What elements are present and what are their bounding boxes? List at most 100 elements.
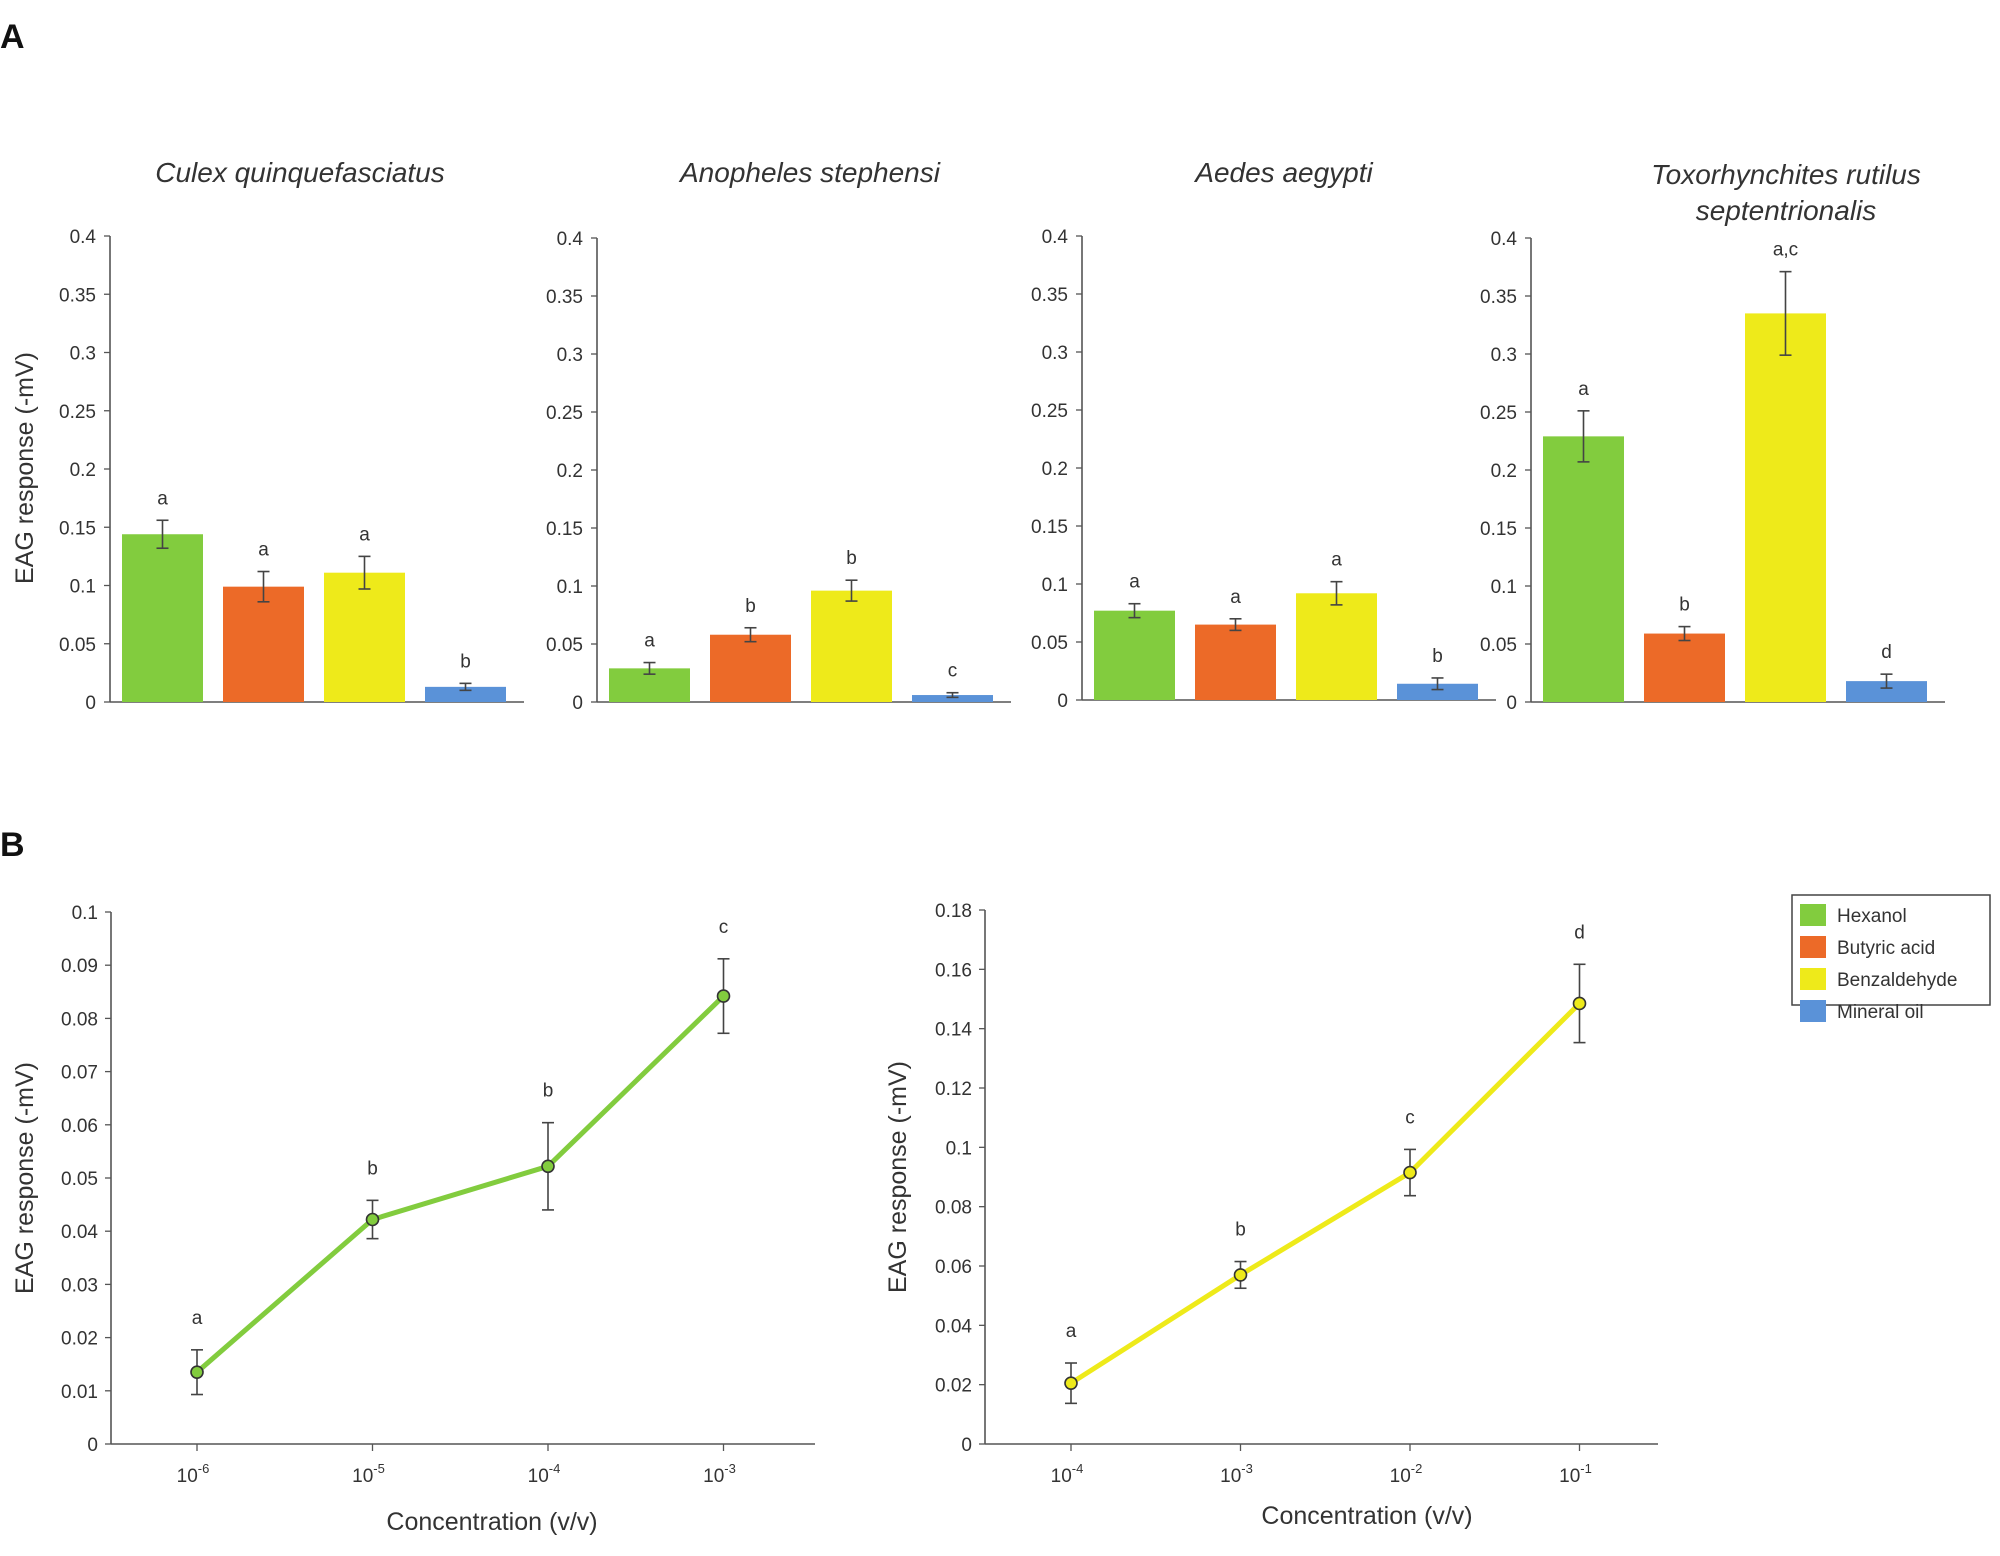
data-point [365,1212,380,1227]
y-tick-label: 0.4 [1491,229,1518,250]
significance-letter: b [745,596,756,617]
bar-butyric-acid [710,634,791,702]
x-tick-label: 10-4 [1051,1461,1084,1487]
x-tick-base: 10 [1390,1466,1411,1487]
y-tick-label: 0.05 [59,635,96,656]
significance-letter: b [1432,646,1443,667]
y-tick-label: 0.05 [546,635,583,656]
significance-letter: a,c [1773,240,1798,261]
y-tick-label: 0.06 [935,1257,972,1278]
legend-swatch [1800,1000,1826,1022]
panel-letter-a: A [0,18,25,56]
y-tick-label: 0.25 [1031,401,1068,422]
x-tick-exponent: -4 [1072,1461,1084,1476]
x-tick-label: 10-1 [1559,1461,1592,1487]
significance-letter: a [1066,1321,1077,1342]
y-tick-label: 0.04 [61,1222,98,1243]
series-line [1069,1001,1582,1386]
significance-letter: d [1574,922,1585,943]
y-tick-label: 0.1 [1491,577,1517,598]
significance-letter: c [1405,1107,1415,1128]
bar-chart-toxorhynchites: Toxorhynchites rutilus septentrionalis 0 0.… [1480,159,1945,714]
y-tick-label: 0.2 [1491,461,1517,482]
significance-letter: b [1235,1220,1246,1241]
y-tick-label: 0.35 [59,285,96,306]
y-tick-label: 0.35 [1031,285,1068,306]
y-tick-label: 0.4 [1042,227,1069,248]
bar-mineral-oil [1846,681,1927,702]
significance-letter: c [948,661,958,682]
bar-hexanol [1094,610,1175,700]
chart-title: Anopheles stephensi [678,157,941,188]
y-tick-label: 0.05 [1480,635,1517,656]
chart-title: Aedes aegypti [1193,157,1373,188]
x-tick-exponent: -3 [1241,1461,1253,1476]
y-tick-label: 0.25 [59,402,96,423]
significance-letter: a [1129,572,1140,593]
y-tick-label: 0.06 [61,1116,98,1137]
bar-chart-anopheles: Anopheles stephensi 0 0.05 0.1 0.15 0.2 0.25 0.… [546,157,1011,714]
y-tick-label: 0.35 [546,287,583,308]
bar-mineral-oil [425,686,506,702]
x-tick-exponent: -1 [1580,1461,1592,1476]
y-tick-label: 0.3 [70,344,96,365]
y-tick-label: 0.09 [61,956,98,977]
series-line [195,994,726,1375]
y-axis-label: EAG response (-mV) [11,352,39,584]
y-tick-label: 0.16 [935,960,972,981]
y-tick-label: 0 [1057,691,1068,712]
y-tick-label: 0 [87,1435,98,1456]
y-tick-label: 0.15 [546,519,583,540]
y-tick-label: 0.02 [61,1329,98,1350]
y-tick-label: 0.08 [61,1009,98,1030]
x-tick-exponent: -6 [198,1461,210,1476]
x-tick-label: 10-3 [1220,1461,1253,1487]
y-tick-label: 0.15 [1031,517,1068,538]
significance-letter: a [1331,550,1342,571]
data-point [1233,1268,1248,1282]
data-point [190,1365,204,1379]
chart-title: Toxorhynchites rutilus [1651,159,1921,190]
data-point [1572,996,1587,1011]
y-axis-label: EAG response (-mV) [11,1062,39,1294]
y-tick-label: 0.1 [946,1138,972,1159]
y-tick-label: 0.08 [935,1198,972,1219]
x-tick-exponent: -4 [549,1461,561,1476]
significance-letter: c [719,917,729,938]
x-tick-label: 10-2 [1390,1461,1423,1487]
y-tick-label: 0.25 [546,403,583,424]
y-tick-label: 0.25 [1480,403,1517,424]
x-tick-base: 10 [703,1466,724,1487]
chart-title: septentrionalis [1696,195,1877,226]
y-tick-label: 0.4 [557,229,584,250]
panel-letter-b: B [0,826,25,864]
x-tick-label: 10-5 [352,1461,385,1487]
bar-benzaldehyde [1296,593,1377,700]
chart-title: Culex quinquefasciatus [155,157,445,188]
y-tick-label: 0.18 [935,901,972,922]
significance-letter: b [543,1081,554,1102]
line-chart-benzaldehyde: 00.020.040.060.080.10.120.140.160.1810-4… [884,901,1658,1530]
legend-swatch [1800,968,1826,990]
bar-hexanol [1543,436,1624,702]
legend-label: Benzaldehyde [1837,970,1957,991]
x-axis-label: Concentration (v/v) [386,1508,597,1536]
bar-benzaldehyde [1745,313,1826,702]
y-tick-label: 0.15 [1480,519,1517,540]
y-tick-label: 0.04 [935,1316,972,1337]
significance-letter: b [367,1158,378,1179]
x-tick-base: 10 [1559,1466,1580,1487]
bar-butyric-acid [1195,624,1276,700]
x-tick-base: 10 [1051,1466,1072,1487]
significance-letter: a [359,524,370,545]
y-tick-label: 0 [961,1435,972,1456]
legend-swatch [1800,936,1826,958]
y-tick-label: 0.4 [70,227,97,248]
x-tick-base: 10 [528,1466,549,1487]
y-tick-label: 0 [1506,693,1517,714]
data-point [541,1159,555,1174]
significance-letter: d [1881,642,1892,663]
y-tick-label: 0.15 [59,518,96,539]
y-tick-label: 0.14 [935,1020,972,1041]
x-tick-label: 10-6 [177,1461,210,1487]
